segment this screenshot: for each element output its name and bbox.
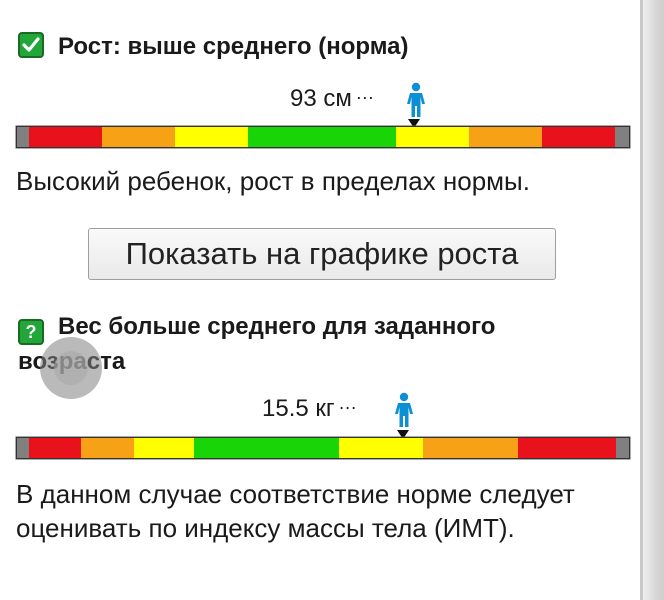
scrollbar-track[interactable]	[640, 0, 664, 600]
scale-segment	[175, 127, 248, 147]
touch-indicator	[40, 337, 102, 399]
weight-value-label: 15.5 кг ···	[262, 392, 357, 424]
scale-segment	[423, 438, 518, 458]
scale-segment	[102, 127, 175, 147]
scale-segment	[29, 127, 102, 147]
scale-segment	[134, 438, 194, 458]
growth-assessment-panel: Рост: выше среднего (норма) 93 см ··· Выс…	[16, 30, 630, 543]
height-heading-text: Рост: выше среднего (норма)	[58, 33, 409, 60]
scale-segment	[615, 127, 629, 147]
height-scale-bar	[16, 126, 630, 148]
scale-segment	[194, 438, 339, 458]
dots-icon: ···	[338, 397, 357, 417]
weight-value: 15.5 кг	[262, 395, 335, 422]
show-growth-chart-button[interactable]: Показать на графике роста	[88, 228, 556, 280]
question-icon: ?	[18, 319, 44, 345]
scale-segment	[339, 438, 423, 458]
dots-icon: ···	[355, 87, 374, 107]
height-value-label: 93 см ···	[290, 82, 374, 114]
weight-heading: ?Вес больше среднего для заданного возра…	[18, 310, 608, 379]
scale-segment	[396, 127, 469, 147]
weight-description: В данном случае соответствие норме следу…	[16, 479, 575, 543]
person-icon	[407, 82, 425, 117]
check-icon	[18, 32, 44, 58]
scale-segment	[469, 127, 542, 147]
scale-segment	[17, 127, 29, 147]
scale-segment	[542, 127, 615, 147]
scale-segment	[17, 438, 29, 458]
weight-scale-bar	[16, 437, 630, 459]
scale-segment	[248, 127, 396, 147]
person-icon	[395, 392, 413, 427]
scale-segment	[81, 438, 134, 458]
height-value: 93 см	[290, 85, 352, 112]
height-heading: Рост: выше среднего (норма)	[18, 30, 409, 64]
height-description: Высокий ребенок, рост в пределах нормы.	[16, 166, 530, 196]
height-scale-marker	[408, 119, 420, 128]
scale-segment	[29, 438, 81, 458]
scale-segment	[518, 438, 616, 458]
weight-scale-marker	[397, 430, 409, 439]
scale-segment	[616, 438, 629, 458]
